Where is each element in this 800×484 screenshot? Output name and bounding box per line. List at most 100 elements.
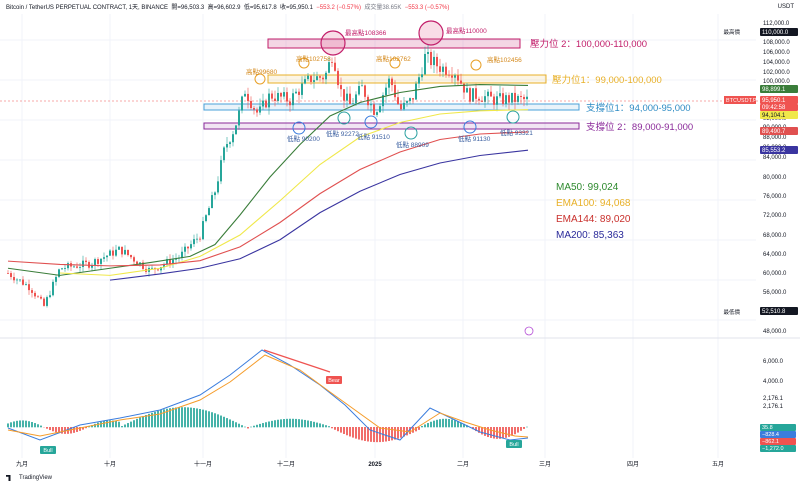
candle [52,279,54,297]
macd-hist-bar [334,427,336,430]
candle-body [169,259,171,265]
candle [448,70,450,78]
candle [130,254,132,260]
candle-body [445,66,447,75]
macd-hist-bar [106,420,108,428]
candle [526,89,528,106]
tag-last-bg [760,96,798,104]
macd-hist-bar [115,421,117,428]
y-tick-label: 104,000.0 [763,60,790,66]
candle [337,68,339,89]
candle [463,83,465,100]
candle [310,75,312,85]
macd-hist-bar [496,427,498,439]
macd-pane [7,349,529,443]
y-tick-label: 64,000.0 [763,252,787,258]
candle [394,80,396,101]
macd-hist-bar [217,414,219,428]
candle [196,233,198,244]
macd-hist-bar [244,426,246,428]
macd-hist-bar [505,427,507,438]
macd-hist-bar [112,420,114,428]
candle [19,279,21,283]
candle-body [514,92,516,102]
candle [220,155,222,185]
candle-body [226,144,228,148]
candle-body [364,85,366,97]
tag-low-all-bg [760,307,798,315]
candle-body [220,160,222,182]
tag-ema144-bg [760,127,798,135]
ohlc-high: 高=96,602.9 [207,5,241,11]
candle-body [241,96,243,111]
tag-timer-bg [760,104,798,111]
macd-y-tick: 2,176.1 [763,396,784,402]
tradingview-brand[interactable]: TradingView [6,475,52,481]
candle [37,295,39,298]
x-tick-label: 四月 [627,461,639,468]
macd-hist-bar [187,407,189,428]
macd-hist-bar [40,425,42,428]
tag-timer: 09:42:58 [762,105,786,111]
macd-hist-bar [367,427,369,442]
macd-hist-bar [181,407,183,428]
tag-high-all-bg [760,28,798,36]
macd-hist-bar [262,423,264,428]
x-tick-label: 五月 [712,461,724,468]
macd-y-tick: 4,000.0 [763,379,784,385]
candle [499,85,501,99]
tag-low-all: 52,510.8 [762,309,786,315]
macd-hist-bar [307,420,309,428]
macd-tag: −862.1 [762,439,779,445]
macd-tag-bg [760,431,796,438]
candle [112,246,114,260]
price-axis: 112,000.0 110,000.0 108,000.0 106,000.0 104,… [763,21,790,335]
candle-body [469,88,471,102]
macd-hist-bar [283,419,285,428]
macd-hist-bar [169,408,171,428]
tag-last: 95,950.1 [762,98,786,104]
macd-hist-bar [151,412,153,428]
candle [457,69,459,86]
macd-hist-bar [343,427,345,434]
macd-hist-bar [328,426,330,428]
macd-hist-bar [271,420,273,428]
signal-bull-bg [506,440,522,448]
macd-hist-bar [310,421,312,428]
candle [307,72,309,82]
macd-hist-bar [220,415,222,428]
candle [388,75,390,95]
candle-body [103,257,105,259]
macd-hist-bar [157,410,159,428]
macd-hist-bar [199,408,201,428]
candle-body [415,83,417,100]
candle [397,89,399,105]
candle-body [121,246,123,255]
zone-label-resist2: 壓力位 2：100,000-110,000 [530,38,647,50]
candle [229,140,231,148]
candle-body [52,281,54,296]
macd-hist-bar [475,427,477,432]
low-point-circle [404,126,418,140]
candle [268,88,270,115]
tag-ema100: 94,104.1 [762,113,786,119]
x-tick-label: 九月 [16,460,28,468]
candle-body [61,268,63,270]
candle-body [508,95,510,103]
candle [478,96,480,105]
candle-body [40,296,42,299]
macd-hist-bar [223,416,225,428]
candle-body [394,85,396,98]
candle [94,257,96,271]
chart-header: Bitcoin / TetherUS PERPETUAL CONTRACT, 1… [6,2,449,11]
candle [523,94,525,107]
candle-body [397,97,399,105]
macd-hist-bar [301,419,303,428]
candle-body [493,96,495,105]
candle [316,71,318,81]
candle-body [382,95,384,107]
macd-hist-bar [196,408,198,428]
macd-hist-bar [448,418,450,428]
macd-hist-bar [133,420,135,428]
